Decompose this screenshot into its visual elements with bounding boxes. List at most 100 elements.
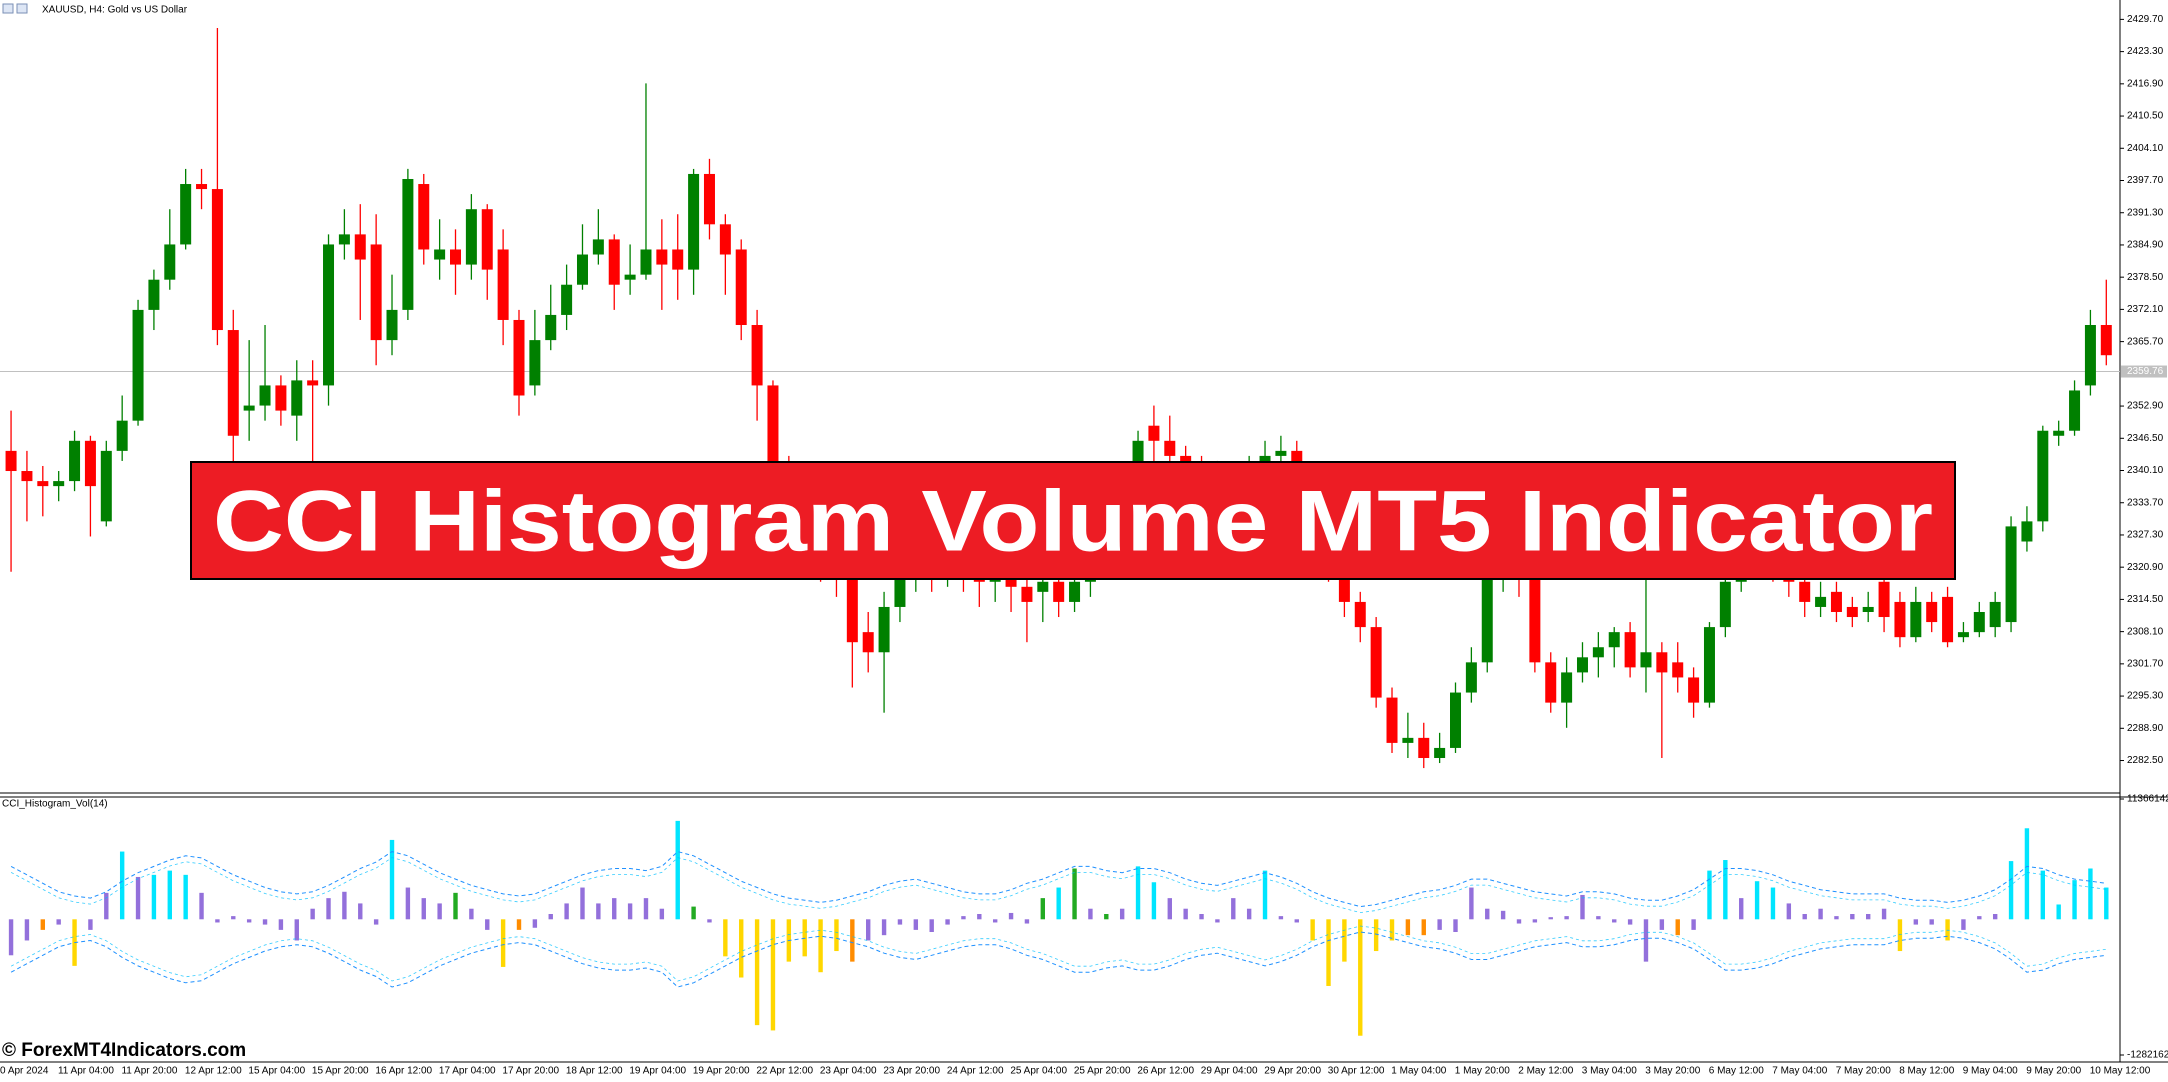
- histogram-bar: [1500, 910, 1506, 920]
- histogram-bar: [770, 919, 776, 1031]
- histogram-bar: [675, 820, 680, 920]
- histogram-bar: [1834, 916, 1839, 920]
- candle-body: [767, 385, 779, 472]
- candle-body: [1910, 601, 1922, 638]
- candle-body: [1862, 606, 1874, 612]
- histogram-bar: [2024, 828, 2030, 920]
- x-tick-label: 9 May 20:00: [2026, 1066, 2081, 1077]
- histogram-bar: [389, 839, 395, 920]
- histogram-bar: [977, 914, 982, 920]
- candle-body: [450, 249, 462, 265]
- x-tick-label: 17 Apr 20:00: [502, 1066, 559, 1077]
- histogram-bar: [1786, 903, 1792, 920]
- histogram-bar: [1008, 912, 1014, 920]
- histogram-bar: [897, 919, 903, 925]
- candle-body: [1450, 692, 1462, 748]
- histogram-bar: [326, 898, 331, 920]
- histogram-bar: [1231, 898, 1236, 920]
- y-tick-label: 2404.10: [2127, 143, 2164, 154]
- candle-body: [180, 184, 192, 245]
- candle-body: [100, 450, 112, 522]
- candle-body: [1465, 662, 1477, 693]
- histogram-bar: [707, 919, 712, 923]
- candle-body: [1719, 581, 1731, 628]
- y-tick-label: 2314.50: [2127, 594, 2164, 605]
- histogram-bar: [1135, 866, 1141, 920]
- candle-body: [1561, 672, 1573, 703]
- band-line-outer: [10, 925, 2107, 982]
- histogram-bar: [453, 892, 458, 920]
- y-tick-label: 2282.50: [2127, 755, 2164, 766]
- histogram-bar: [1913, 919, 1919, 925]
- candle-body: [370, 244, 382, 341]
- x-tick-label: 25 Apr 20:00: [1074, 1066, 1131, 1077]
- candle-body: [1688, 677, 1700, 703]
- candle-body: [497, 249, 509, 320]
- band-line-outer: [10, 857, 2107, 914]
- candle-body: [402, 178, 414, 310]
- y-tick-label: 2352.90: [2127, 401, 2164, 412]
- histogram-bar: [1262, 870, 1268, 920]
- histogram-bar: [167, 870, 172, 920]
- histogram-bar: [2056, 904, 2061, 920]
- candle-body: [1354, 601, 1366, 628]
- x-tick-label: 24 Apr 12:00: [947, 1066, 1004, 1077]
- candle-body: [735, 249, 747, 326]
- x-tick-label: 18 Apr 12:00: [566, 1066, 623, 1077]
- histogram-bar: [1516, 919, 1522, 924]
- current-price-label: 2359.76: [2127, 366, 2164, 377]
- histogram-bar: [183, 874, 188, 920]
- candle-body: [894, 576, 906, 607]
- candle-body: [69, 440, 81, 482]
- x-tick-label: 19 Apr 04:00: [629, 1066, 686, 1077]
- y-tick-label: 2410.50: [2127, 111, 2164, 122]
- y-tick-label: 2327.30: [2127, 530, 2164, 541]
- y-tick-label: -12821623: [2127, 1050, 2168, 1061]
- histogram-bar: [421, 898, 426, 920]
- histogram-bar: [580, 887, 585, 920]
- x-tick-label: 2 May 12:00: [1518, 1066, 1573, 1077]
- candle-body: [608, 239, 620, 285]
- histogram-bar: [1596, 916, 1601, 920]
- candle-body: [1402, 737, 1414, 743]
- histogram-bar: [373, 919, 379, 925]
- histogram-bar: [1850, 914, 1855, 920]
- candle-body: [1275, 450, 1287, 456]
- histogram-bar: [437, 903, 442, 920]
- candle-body: [656, 249, 668, 265]
- histogram-bar: [1151, 882, 1157, 920]
- histogram-bar: [1961, 919, 1966, 930]
- y-tick-label: 2378.50: [2127, 272, 2164, 283]
- candle-body: [1846, 606, 1858, 618]
- histogram-bar: [1659, 919, 1665, 930]
- candle-body: [1640, 652, 1652, 668]
- candle-body: [624, 274, 636, 280]
- candle-body: [1053, 581, 1065, 602]
- histogram-bar: [1040, 898, 1046, 920]
- x-tick-label: 23 Apr 20:00: [883, 1066, 940, 1077]
- candle-body: [132, 309, 144, 421]
- candle-body: [1989, 601, 2001, 628]
- band-line: [10, 851, 2107, 908]
- histogram-bar: [1754, 881, 1760, 920]
- y-tick-label: 2397.70: [2127, 175, 2164, 186]
- histogram-bar: [2104, 887, 2109, 920]
- histogram-bar: [135, 876, 141, 920]
- histogram-bar: [659, 908, 665, 920]
- x-tick-label: 30 Apr 12:00: [1328, 1066, 1385, 1077]
- watermark: © ForexMT4Indicators.com: [2, 1040, 246, 1061]
- y-tick-label: 2333.70: [2127, 497, 2164, 508]
- x-tick-label: 11 Apr 20:00: [121, 1066, 177, 1077]
- x-tick-label: 1 May 20:00: [1455, 1066, 1510, 1077]
- candle-body: [2053, 430, 2065, 436]
- histogram-bar: [40, 919, 46, 930]
- candle-body: [592, 239, 604, 255]
- candle-body: [148, 279, 160, 310]
- y-tick-label: 2365.70: [2127, 336, 2164, 347]
- candle-body: [529, 340, 541, 386]
- banner: [190, 461, 1956, 580]
- histogram-bar: [1072, 868, 1077, 920]
- candle-body: [640, 249, 652, 275]
- x-tick-label: 6 May 12:00: [1709, 1066, 1764, 1077]
